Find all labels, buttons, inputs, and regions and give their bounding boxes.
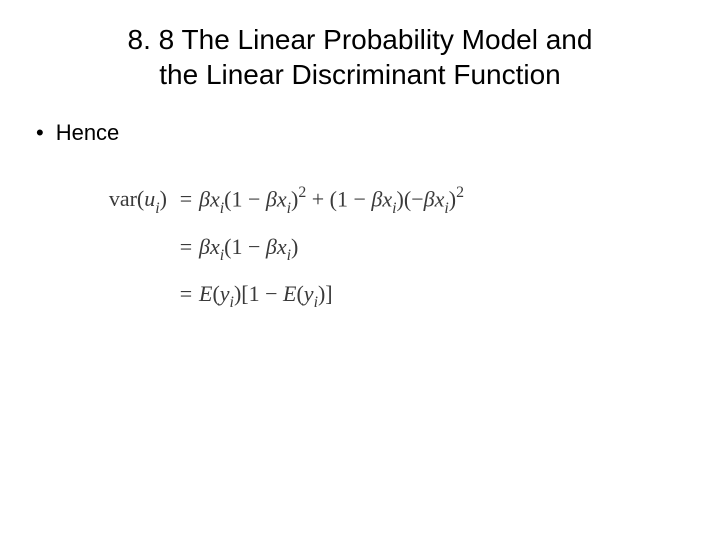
- title-line-1: 8. 8 The Linear Probability Model and: [55, 22, 665, 57]
- eq-equals: =: [173, 283, 199, 305]
- title-line-2: the Linear Discriminant Function: [55, 57, 665, 92]
- equation-row: var(ui) = βxi(1 − βxi)2 + (1 − βxi)(−βxi…: [95, 186, 720, 216]
- eq-rhs: E(yi)[1 − E(yi)]: [199, 283, 720, 310]
- bullet-marker: •: [36, 122, 44, 144]
- eq-rhs: βxi(1 − βxi)2 + (1 − βxi)(−βxi)2: [199, 186, 720, 216]
- eq-equals: =: [173, 188, 199, 210]
- eq-lhs: var(ui): [95, 188, 173, 215]
- eq-rhs: βxi(1 − βxi): [199, 236, 720, 263]
- equations-block: var(ui) = βxi(1 − βxi)2 + (1 − βxi)(−βxi…: [0, 186, 720, 310]
- slide-title: 8. 8 The Linear Probability Model and th…: [0, 0, 720, 92]
- bullet-area: • Hence: [0, 120, 720, 146]
- equation-row: = βxi(1 − βxi): [95, 236, 720, 263]
- eq-equals: =: [173, 236, 199, 258]
- bullet-item: • Hence: [36, 120, 720, 146]
- bullet-text: Hence: [56, 120, 120, 146]
- equation-row: = E(yi)[1 − E(yi)]: [95, 283, 720, 310]
